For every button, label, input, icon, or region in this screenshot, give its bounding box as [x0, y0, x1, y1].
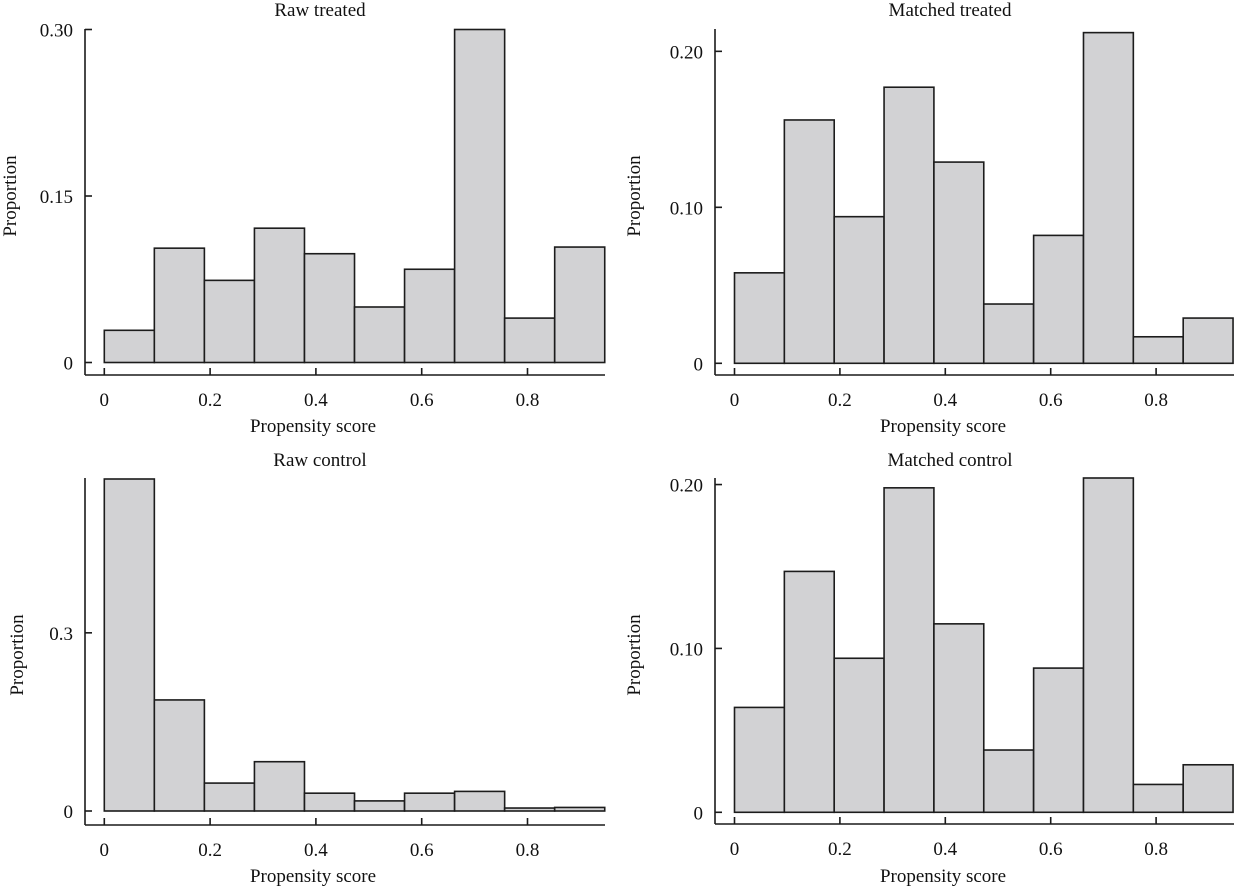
y-axis-label: Proportion: [624, 155, 645, 237]
x-axis-label: Propensity score: [880, 416, 1006, 437]
x-tick-label: 0.2: [198, 840, 222, 861]
histogram-bar: [503, 807, 556, 812]
x-tick-label: 0: [100, 840, 110, 861]
histogram-bar: [103, 329, 156, 364]
x-tick-label: 0.4: [304, 840, 328, 861]
histogram-bar: [153, 247, 206, 364]
y-tick-label: 0.15: [40, 187, 73, 208]
histogram-bar: [103, 478, 156, 812]
x-tick-label: 0.4: [933, 390, 957, 411]
histogram-bar: [1132, 335, 1184, 365]
histogram-bar: [1132, 783, 1184, 814]
chart-title: Raw control: [273, 450, 366, 471]
histogram-bar: [553, 806, 606, 812]
histogram-bar: [783, 119, 836, 365]
x-tick-label: 0.4: [304, 390, 328, 411]
histogram-bar: [453, 28, 506, 364]
histogram-bar: [1182, 317, 1234, 365]
x-axis-label: Propensity score: [250, 866, 376, 887]
histogram-bar: [353, 800, 406, 812]
histogram-bar: [1182, 763, 1234, 814]
histogram-bar: [203, 279, 256, 364]
x-tick-label: 0.6: [410, 840, 434, 861]
histogram-bar: [933, 161, 985, 365]
x-tick-label: 0.6: [410, 390, 434, 411]
histogram-bar: [553, 246, 606, 364]
x-tick-label: 0: [730, 839, 740, 860]
histogram-bar: [1082, 477, 1135, 814]
y-tick-label: 0.20: [670, 42, 703, 63]
panel-matched-control: Matched control 0 0.10 0.20 0 0.2 0.4 0.6 0.8 Pro…: [624, 450, 1234, 887]
x-tick-label: 0.6: [1039, 390, 1063, 411]
histogram-bar: [1032, 667, 1085, 814]
histogram-bar: [982, 749, 1035, 814]
histogram-bar: [883, 487, 935, 814]
x-tick-label: 0.8: [1144, 390, 1168, 411]
histogram-bar: [403, 792, 456, 812]
x-tick-label: 0.8: [516, 840, 540, 861]
y-tick-label: 0.30: [40, 21, 73, 42]
x-tick-label: 0.4: [933, 839, 957, 860]
histogram-bar: [833, 215, 885, 365]
histogram-bar: [733, 272, 786, 365]
x-tick-label: 0: [730, 390, 740, 411]
y-tick-label: 0: [694, 803, 704, 824]
histogram-bar: [403, 268, 456, 364]
histogram-bar: [982, 303, 1035, 365]
histogram-bar: [153, 699, 206, 812]
x-tick-label: 0.2: [198, 390, 222, 411]
histogram-bar: [1032, 234, 1085, 365]
x-tick-label: 0.2: [828, 390, 852, 411]
chart-title: Raw treated: [274, 0, 366, 21]
histogram-bar: [503, 317, 556, 364]
x-tick-label: 0.8: [1144, 839, 1168, 860]
histogram-bar: [733, 706, 786, 814]
y-axis-label: Proportion: [7, 614, 28, 696]
histogram-bar: [253, 760, 306, 812]
y-tick-label: 0: [694, 354, 704, 375]
x-tick-label: 0: [100, 390, 110, 411]
y-tick-label: 0.10: [670, 198, 703, 219]
chart-title: Matched control: [887, 450, 1012, 471]
panel-raw-control: Raw control 0 0.3 0 0.2 0.4 0.6 0.8 Propensity s…: [7, 450, 606, 887]
panel-matched-treated: Matched treated 0 0.10 0.20 0 0.2 0.4 0.6 0.8 Pro…: [624, 0, 1234, 437]
panel-raw-treated: Raw treated 0 0.15 0.30 0 0.2 0.4 0.6 0.8 Propens…: [0, 0, 606, 437]
y-tick-label: 0.20: [670, 476, 703, 497]
y-tick-label: 0: [64, 354, 74, 375]
histogram-bar: [203, 782, 256, 812]
histogram-bar: [883, 86, 935, 365]
y-axis-label: Proportion: [0, 155, 21, 237]
chart-title: Matched treated: [889, 0, 1012, 21]
x-tick-label: 0.6: [1039, 839, 1063, 860]
histogram-bar: [783, 570, 836, 814]
histogram-bar: [933, 623, 985, 814]
y-tick-label: 0: [64, 802, 74, 823]
x-tick-label: 0.2: [828, 839, 852, 860]
x-tick-label: 0.8: [516, 390, 540, 411]
y-tick-label: 0.10: [670, 639, 703, 660]
histogram-bar: [833, 657, 885, 814]
histogram-bar: [253, 227, 306, 364]
x-axis-label: Propensity score: [250, 416, 376, 437]
histogram-bar: [453, 790, 506, 812]
histogram-bar: [1082, 31, 1135, 365]
histogram-bar: [303, 252, 356, 364]
histogram-bar: [303, 792, 356, 812]
x-axis-label: Propensity score: [880, 866, 1006, 887]
y-tick-label: 0.3: [49, 624, 73, 645]
y-axis-label: Proportion: [624, 614, 645, 696]
histogram-bar: [353, 306, 406, 364]
